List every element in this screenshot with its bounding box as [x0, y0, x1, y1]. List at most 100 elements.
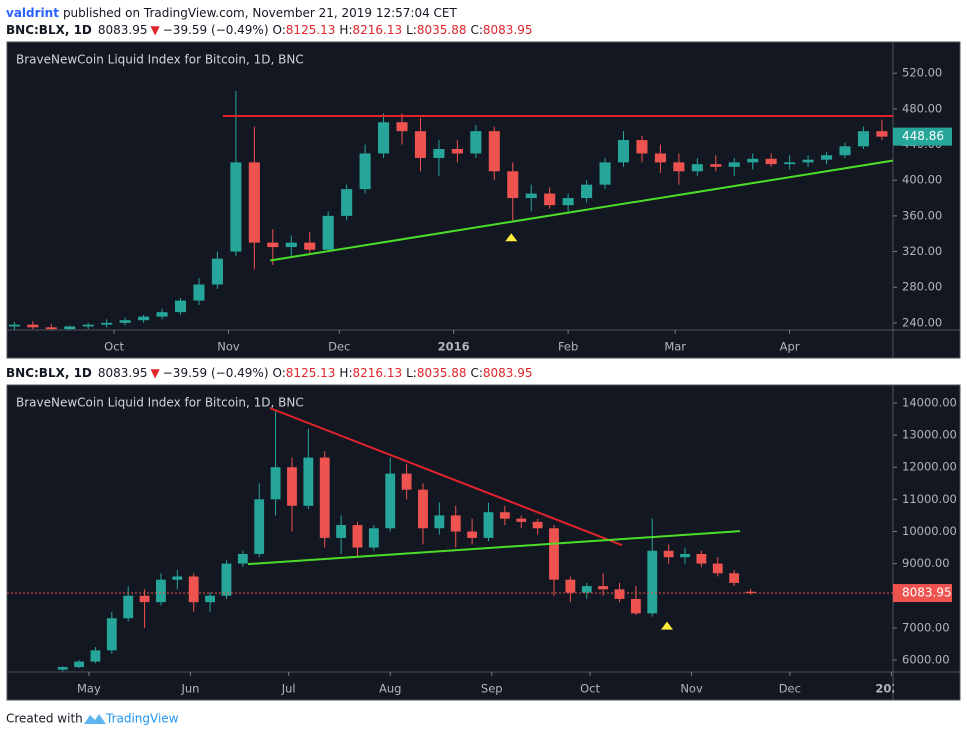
y-tick-label: 360.00 [902, 208, 942, 222]
symbol-line: BNC:BLX, 1D 8083.95 ▼ −39.59 (−0.49%) O:8125… [6, 366, 533, 380]
candle-body [802, 159, 814, 163]
arrow: ▼ [151, 23, 161, 37]
candle-body [549, 528, 559, 580]
published: published on TradingView.com, November 2… [63, 6, 458, 20]
y-tick-label: 14000.00 [902, 395, 957, 409]
candle-body [516, 518, 527, 522]
candle-body [470, 131, 482, 154]
x-tick-label: Dec [779, 682, 801, 696]
candle-body [237, 553, 248, 564]
candle-body [680, 553, 690, 558]
candle-body [174, 300, 187, 313]
candle-body [418, 489, 428, 529]
symbol: BNC:BLX, 1D [6, 366, 92, 380]
candle-body [352, 525, 363, 548]
candle-body [156, 579, 166, 603]
ohlc-label: L: [406, 366, 417, 380]
candle-body [857, 131, 870, 147]
candle-body [467, 531, 478, 538]
plot [8, 91, 893, 330]
candle-body [106, 618, 117, 651]
x-tick-label: Sep [481, 682, 503, 696]
candle-body [45, 327, 57, 330]
candle-body [696, 553, 707, 564]
trend-line [270, 159, 893, 262]
footer-text: Created with [6, 712, 83, 726]
x-tick-label: 2020 [875, 682, 907, 696]
x-tick-label: Nov [217, 340, 240, 354]
candle-body [211, 258, 223, 285]
y-tick-label: 280.00 [902, 280, 942, 294]
candle-body [598, 586, 609, 590]
x-tick-label: Oct [580, 682, 600, 696]
candle-body [287, 467, 297, 506]
last-price-label: 8083.95 [902, 586, 952, 600]
candle-body [359, 153, 371, 190]
candle-body [267, 242, 279, 248]
y-tick-label: 6000.00 [902, 652, 950, 666]
candle-body [396, 122, 408, 132]
candle-body [599, 162, 611, 185]
y-tick-label: 240.00 [902, 315, 942, 329]
candle-body [221, 563, 232, 596]
candle-body [729, 573, 740, 583]
y-tick-label: 9000.00 [902, 556, 950, 570]
publish-line: valdrint published on TradingView.com, No… [6, 6, 458, 20]
candle-body [876, 131, 888, 137]
y-tick-label: 7000.00 [902, 620, 950, 634]
x-tick-label: Mar [664, 340, 686, 354]
candle-body [483, 512, 494, 538]
candle-body [270, 467, 281, 500]
ohlc-value: 8083.95 [483, 366, 533, 380]
y-tick-label: 12000.00 [902, 460, 957, 474]
logo [84, 714, 106, 724]
y-tick-label: 320.00 [902, 244, 942, 258]
candle-body [304, 242, 316, 250]
candle-body [336, 525, 347, 538]
ohlc-label: C: [470, 23, 482, 37]
candle-body [488, 131, 500, 172]
x-tick-label: May [77, 682, 101, 696]
candle-body [64, 326, 76, 330]
candle-body [451, 148, 463, 154]
last-price-tag [893, 584, 952, 603]
candle-body [525, 193, 537, 199]
candle-body [248, 162, 260, 243]
candle-body [285, 242, 297, 248]
candle-body [839, 146, 851, 156]
candle-body [414, 131, 427, 158]
candle-body [385, 473, 396, 529]
y-tick-label: 480.00 [902, 101, 942, 115]
footer-brand[interactable]: TradingView [105, 712, 179, 726]
y-tick-label: 400.00 [902, 173, 942, 187]
candle-body [544, 193, 556, 206]
plot [57, 407, 756, 672]
candle-body [74, 661, 84, 668]
candle-body [368, 528, 379, 548]
candle-body [322, 215, 334, 250]
chart-panel [6, 384, 961, 701]
ohlc-label: C: [470, 366, 482, 380]
candle-body [507, 171, 519, 199]
x-tick-label: 2016 [438, 340, 470, 354]
ohlc-value: 8125.13 [286, 23, 336, 37]
time-axis: Oct Nov Dec 2016 Feb Mar Apr [104, 330, 800, 354]
candle-body [230, 162, 242, 252]
candle-body [193, 284, 205, 301]
candle-body [450, 515, 461, 532]
candle-body [712, 563, 723, 574]
candle-body [101, 322, 113, 325]
ohlc-label: L: [406, 23, 417, 37]
candle-body [205, 595, 215, 603]
candle-body [784, 162, 796, 165]
candle-body [747, 158, 759, 163]
author[interactable]: valdrint [6, 6, 59, 20]
symbol: BNC:BLX, 1D [6, 23, 92, 37]
candle-body [138, 316, 150, 321]
candle-body [156, 312, 168, 317]
candle-body [139, 595, 150, 603]
candle-body [728, 162, 740, 167]
candle-body [82, 324, 94, 327]
trend-line [269, 407, 623, 547]
footer: Created with TradingView [6, 712, 179, 726]
